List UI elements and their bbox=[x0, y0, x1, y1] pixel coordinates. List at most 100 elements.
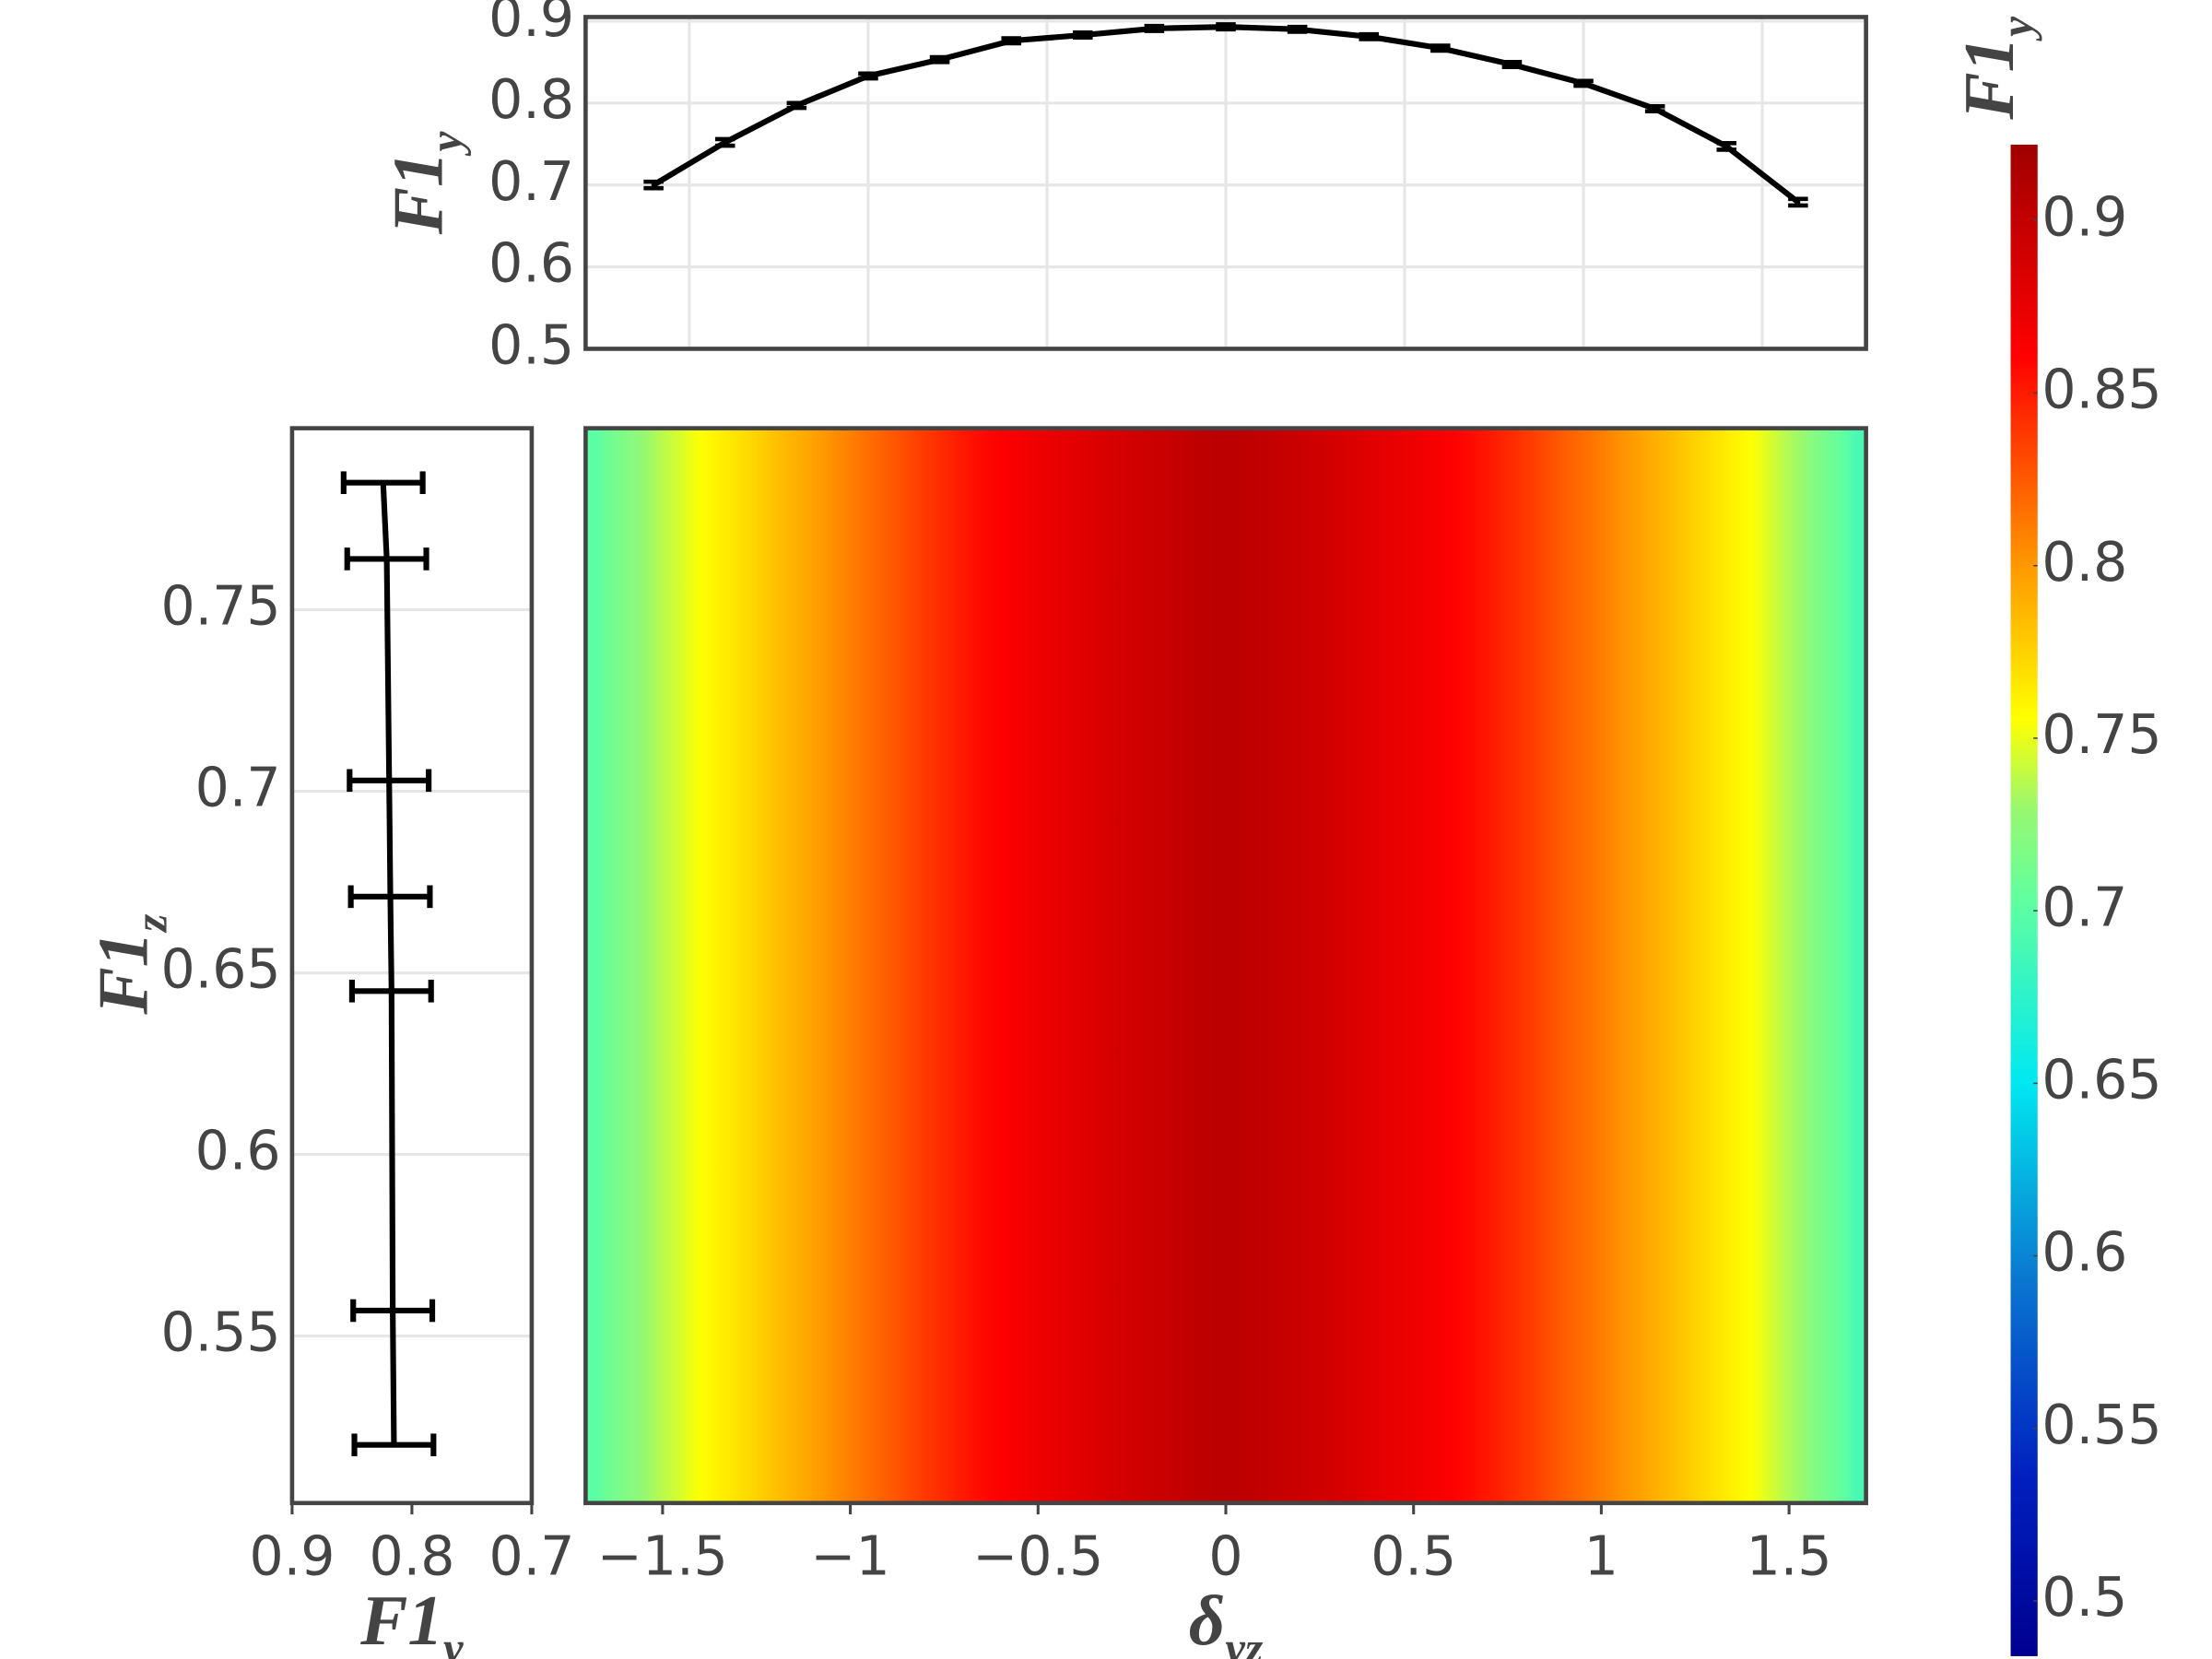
error-bar bbox=[348, 979, 434, 1003]
colorbar-tick-label: 0.7 bbox=[2041, 876, 2127, 938]
error-bar bbox=[1501, 60, 1523, 69]
colorbar-tick-label: 0.9 bbox=[2041, 185, 2127, 248]
heatmap-cell bbox=[1469, 428, 1509, 1503]
plot-frame bbox=[583, 15, 1868, 351]
error-bar bbox=[1073, 30, 1093, 40]
error-bar bbox=[1788, 196, 1808, 208]
error-bar bbox=[1144, 23, 1165, 33]
heatmap-cell bbox=[719, 428, 758, 1503]
x-tick-label: −1 bbox=[811, 1524, 890, 1587]
heatmap-cell bbox=[1319, 428, 1359, 1503]
y-tick-label: 0.6 bbox=[488, 232, 574, 295]
plot-frame bbox=[583, 426, 1868, 1506]
heatmap-cell bbox=[1583, 428, 1621, 1503]
x-axis-title-base: δ bbox=[1189, 1581, 1225, 1659]
error-bar bbox=[347, 885, 433, 909]
heatmap-cell bbox=[1657, 428, 1697, 1503]
y-tick-label: 0.9 bbox=[488, 0, 574, 49]
error-bar bbox=[929, 54, 950, 65]
colorbar-tick-label: 0.55 bbox=[2041, 1394, 2161, 1456]
x-tick-label: 1.5 bbox=[1747, 1524, 1832, 1587]
x-tick-label: 0 bbox=[1208, 1524, 1242, 1587]
heatmap-cell bbox=[982, 428, 1020, 1503]
colorbar-tick-label: 0.6 bbox=[2041, 1221, 2127, 1284]
x-axis-title: F1y bbox=[359, 1581, 464, 1659]
heatmap-cell bbox=[681, 428, 720, 1503]
error-bar bbox=[643, 179, 664, 191]
heatmap-cell bbox=[868, 428, 908, 1503]
heatmap-cell bbox=[1282, 428, 1321, 1503]
error-bar bbox=[1359, 31, 1379, 41]
line bbox=[380, 482, 397, 1445]
heatmap-cell bbox=[606, 428, 645, 1503]
heatmap-cell bbox=[1357, 428, 1396, 1503]
heatmap-cell bbox=[1770, 428, 1809, 1503]
y-axis-title: F1y bbox=[378, 132, 471, 236]
error-bar bbox=[786, 100, 807, 111]
y-tick-label: 0.75 bbox=[160, 575, 280, 638]
heatmap-cell bbox=[1807, 428, 1847, 1503]
heatmap-cell bbox=[1244, 428, 1284, 1503]
heatmap-cell bbox=[1206, 428, 1246, 1503]
error-bar bbox=[1001, 36, 1021, 46]
colorbar-tick-label: 0.65 bbox=[2041, 1048, 2161, 1111]
error-bar bbox=[340, 471, 426, 495]
y-tick-label: 0.8 bbox=[488, 68, 574, 131]
heatmap-cell bbox=[1507, 428, 1547, 1503]
error-bar bbox=[347, 769, 432, 793]
heatmap-cell bbox=[1432, 428, 1471, 1503]
x-axis-title: δyz bbox=[1189, 1581, 1263, 1659]
y-axis-title-sub: z bbox=[125, 914, 176, 934]
error-bar bbox=[344, 547, 429, 571]
x-tick-label: 0.8 bbox=[369, 1524, 454, 1587]
error-bar bbox=[1644, 104, 1665, 113]
error-bar bbox=[714, 136, 735, 148]
heatmap-cell bbox=[794, 428, 833, 1503]
heatmap-cell bbox=[1695, 428, 1734, 1503]
heatmap-cell bbox=[585, 428, 607, 1503]
y-tick-label: 0.7 bbox=[195, 757, 281, 819]
y-axis-title-base: F1 bbox=[378, 152, 457, 236]
y-tick-label: 0.65 bbox=[160, 938, 280, 1001]
error-bar bbox=[1573, 78, 1594, 88]
heatmap-cell bbox=[643, 428, 683, 1503]
y-tick-label: 0.7 bbox=[488, 150, 574, 213]
colorbar-tick-label: 0.5 bbox=[2041, 1566, 2127, 1629]
heatmap-cell bbox=[1094, 428, 1134, 1503]
plot-frame bbox=[289, 426, 535, 1506]
heatmap-cell bbox=[1619, 428, 1659, 1503]
x-axis-title-sub: yz bbox=[1220, 1623, 1263, 1659]
heatmap-cell bbox=[756, 428, 795, 1503]
heatmap-cell bbox=[906, 428, 946, 1503]
heatmap-cell bbox=[1845, 428, 1867, 1503]
y-tick-label: 0.55 bbox=[160, 1301, 280, 1364]
heatmap-cell bbox=[1056, 428, 1096, 1503]
x-tick-label: 0.7 bbox=[488, 1524, 574, 1587]
x-tick-label: −1.5 bbox=[597, 1524, 728, 1587]
error-bar bbox=[350, 1299, 436, 1323]
y-tick-label: 0.5 bbox=[488, 314, 574, 377]
x-tick-label: −0.5 bbox=[972, 1524, 1103, 1587]
error-bar bbox=[1430, 43, 1451, 53]
colorbar-tick-label: 0.8 bbox=[2041, 531, 2127, 594]
heatmap-cell bbox=[944, 428, 983, 1503]
y-axis-title: F1z bbox=[83, 914, 176, 1016]
error-bar bbox=[1216, 22, 1236, 32]
error-bar bbox=[858, 71, 878, 81]
x-axis-title-sub: y bbox=[439, 1623, 464, 1659]
y-tick-label: 0.6 bbox=[195, 1120, 281, 1182]
error-bar bbox=[1716, 141, 1737, 152]
colorbar bbox=[2010, 144, 2038, 1656]
y-axis-title-base: F1 bbox=[83, 932, 162, 1016]
heatmap-cell bbox=[1018, 428, 1058, 1503]
heatmap-cell bbox=[831, 428, 870, 1503]
x-axis-title-base: F1 bbox=[359, 1581, 443, 1659]
error-bar bbox=[1287, 24, 1308, 34]
error-bar bbox=[351, 1433, 437, 1457]
x-tick-label: 0.9 bbox=[249, 1524, 335, 1587]
x-tick-label: 1 bbox=[1584, 1524, 1618, 1587]
heatmap-cell bbox=[1132, 428, 1171, 1503]
colorbar-title: F1y bbox=[1949, 17, 2042, 121]
colorbar-tick-label: 0.75 bbox=[2041, 703, 2161, 766]
